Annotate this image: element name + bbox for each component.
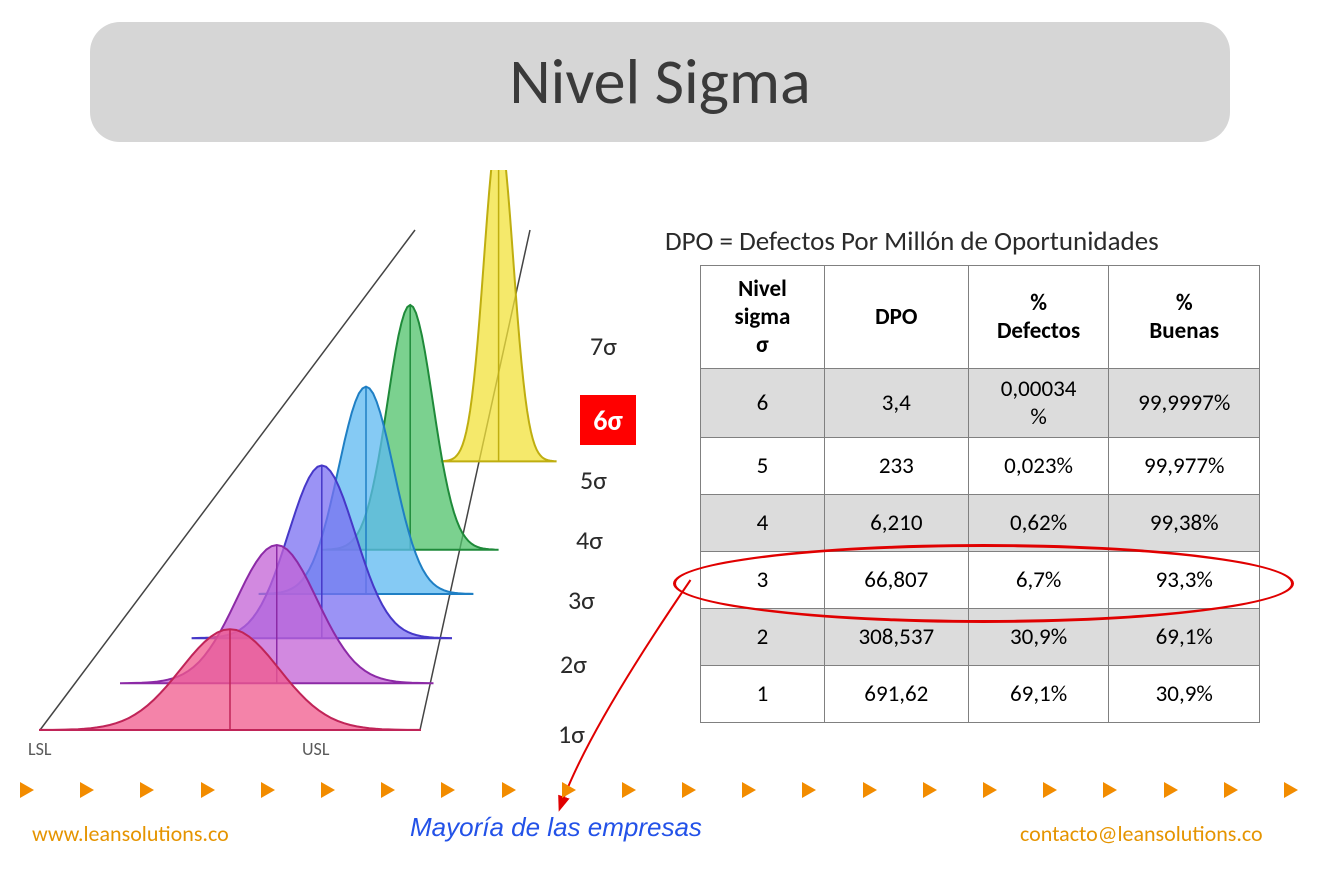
triangle-icon	[502, 782, 516, 798]
triangle-icon	[983, 782, 997, 798]
table-cell: 0,023%	[968, 438, 1109, 495]
triangle-icon	[140, 782, 154, 798]
triangle-icon	[1103, 782, 1117, 798]
table-cell: 1	[701, 666, 825, 723]
table-cell: 3	[701, 552, 825, 609]
sigma-label-4: 4σ	[576, 524, 603, 556]
triangle-icon	[261, 782, 275, 798]
table-header-1: DPO	[824, 266, 968, 369]
table-header-3: %Buenas	[1109, 266, 1260, 369]
table-cell: 233	[824, 438, 968, 495]
table-cell: 69,1%	[1109, 609, 1260, 666]
table-cell: 99,977%	[1109, 438, 1260, 495]
triangle-icon	[321, 782, 335, 798]
table-row: 2308,53730,9%69,1%	[701, 609, 1260, 666]
title-bar: Nivel Sigma	[90, 22, 1230, 142]
table-cell: 30,9%	[968, 609, 1109, 666]
sigma-label-1: 1σ	[558, 718, 585, 750]
decorative-triangle-row	[20, 778, 1298, 802]
sigma-label-7: 7σ	[590, 330, 617, 362]
triangle-icon	[923, 782, 937, 798]
table-row: 46,2100,62%99,38%	[701, 495, 1260, 552]
triangle-icon	[441, 782, 455, 798]
triangle-icon	[802, 782, 816, 798]
sigma-label-3: 3σ	[568, 584, 595, 616]
table-cell: 6,210	[824, 495, 968, 552]
sigma-label-5: 5σ	[580, 464, 607, 496]
sigma-curves-chart: 1σ 2σ 3σ 4σ 5σ 6σ 7σ LSL USL	[20, 170, 660, 760]
usl-label: USL	[302, 738, 329, 760]
footer-link-right[interactable]: contacto@leansolutions.co	[1020, 820, 1263, 847]
triangle-icon	[20, 782, 34, 798]
table-cell: 4	[701, 495, 825, 552]
table-cell: 5	[701, 438, 825, 495]
footer-link-left[interactable]: www.leansolutions.co	[32, 820, 229, 847]
table-header-0: Nivelsigmaσ	[701, 266, 825, 369]
table-cell: 99,38%	[1109, 495, 1260, 552]
lsl-label: LSL	[28, 738, 51, 760]
triangle-icon	[1224, 782, 1238, 798]
six-sigma-badge: 6σ	[580, 395, 636, 445]
table-cell: 2	[701, 609, 825, 666]
triangle-icon	[682, 782, 696, 798]
triangle-icon	[1164, 782, 1178, 798]
table-cell: 691,62	[824, 666, 968, 723]
triangle-icon	[80, 782, 94, 798]
table-cell: 308,537	[824, 609, 968, 666]
triangle-icon	[622, 782, 636, 798]
triangle-icon	[1284, 782, 1298, 798]
table-cell: 30,9%	[1109, 666, 1260, 723]
triangle-icon	[201, 782, 215, 798]
table-row: 366,8076,7%93,3%	[701, 552, 1260, 609]
table-cell: 69,1%	[968, 666, 1109, 723]
table-row: 1691,6269,1%30,9%	[701, 666, 1260, 723]
sigma-label-2: 2σ	[560, 648, 587, 680]
triangle-icon	[562, 782, 576, 798]
table-cell: 3,4	[824, 369, 968, 438]
table-cell: 6,7%	[968, 552, 1109, 609]
annotation-text: Mayoría de las empresas	[410, 812, 702, 843]
table-cell: 6	[701, 369, 825, 438]
table-cell: 99,9997%	[1109, 369, 1260, 438]
triangle-icon	[742, 782, 756, 798]
triangle-icon	[1043, 782, 1057, 798]
triangle-icon	[863, 782, 877, 798]
table-cell: 0,62%	[968, 495, 1109, 552]
table-cell: 66,807	[824, 552, 968, 609]
sigma-table: NivelsigmaσDPO%Defectos%Buenas63,40,0003…	[700, 265, 1260, 723]
table-cell: 0,00034%	[968, 369, 1109, 438]
page-title: Nivel Sigma	[509, 43, 810, 121]
table-row: 52330,023%99,977%	[701, 438, 1260, 495]
triangle-icon	[381, 782, 395, 798]
table-row: 63,40,00034%99,9997%	[701, 369, 1260, 438]
table-header-2: %Defectos	[968, 266, 1109, 369]
table-cell: 93,3%	[1109, 552, 1260, 609]
table-caption: DPO = Defectos Por Millón de Oportunidad…	[665, 225, 1159, 258]
